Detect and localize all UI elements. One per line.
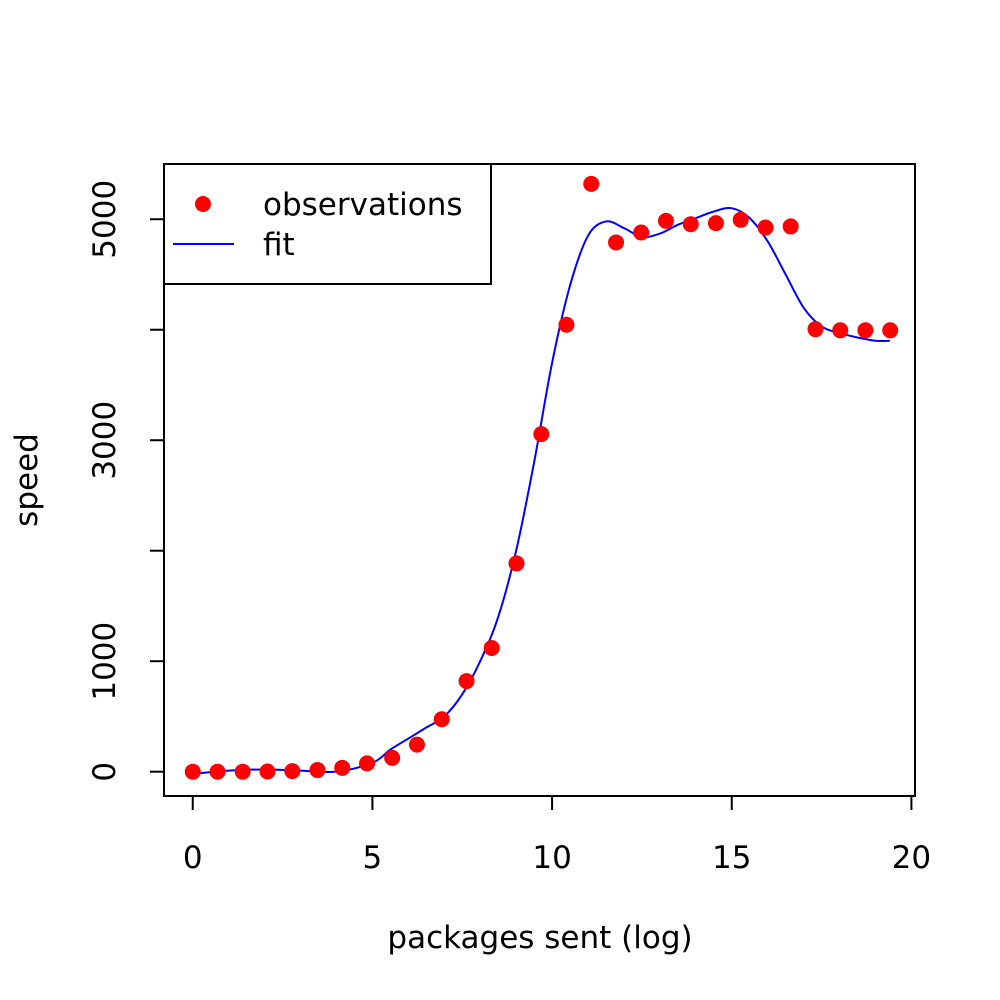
legend-label-fit: fit <box>263 227 295 263</box>
observation-point <box>882 322 899 339</box>
observation-point <box>657 212 674 229</box>
observation-point <box>608 234 625 251</box>
legend-box <box>163 163 492 285</box>
y-tick-label: 5000 <box>87 180 123 259</box>
observation-point <box>732 211 749 228</box>
x-tick-label: 0 <box>183 840 203 876</box>
y-tick-label: 0 <box>87 762 123 782</box>
y-axis-label: speed <box>9 433 45 527</box>
observation-point <box>782 218 799 235</box>
observation-point <box>807 321 824 338</box>
observation-point <box>259 763 276 780</box>
y-axis: 0 1000 3000 5000 <box>87 180 165 782</box>
observation-point <box>533 426 550 443</box>
observation-point <box>707 215 724 232</box>
observation-point <box>209 763 226 780</box>
observation-point <box>408 736 425 753</box>
observation-point <box>334 759 351 776</box>
observation-point <box>384 749 401 766</box>
observation-point <box>558 316 575 333</box>
x-tick-label: 20 <box>892 840 931 876</box>
observation-point <box>633 224 650 241</box>
y-tick-label: 3000 <box>87 401 123 480</box>
observations-series <box>184 175 899 780</box>
observation-point <box>857 322 874 339</box>
y-tick-label: 1000 <box>87 622 123 701</box>
x-axis: 0 5 10 15 20 <box>183 795 931 876</box>
observation-point <box>583 175 600 192</box>
x-axis-label: packages sent (log) <box>387 920 692 956</box>
legend: observations fit <box>163 163 492 285</box>
observation-point <box>483 639 500 656</box>
legend-marker-observations <box>195 196 211 212</box>
observation-point <box>832 322 849 339</box>
x-tick-label: 5 <box>363 840 383 876</box>
observation-point <box>757 219 774 236</box>
observation-point <box>458 673 475 690</box>
observation-point <box>284 763 301 780</box>
x-tick-label: 10 <box>532 840 571 876</box>
observation-point <box>309 762 326 779</box>
observation-point <box>184 763 201 780</box>
observation-point <box>682 216 699 233</box>
observation-point <box>508 555 525 572</box>
x-tick-label: 15 <box>712 840 751 876</box>
observation-point <box>359 755 376 772</box>
legend-label-observations: observations <box>263 187 463 223</box>
observation-point <box>433 711 450 728</box>
observation-point <box>234 763 251 780</box>
